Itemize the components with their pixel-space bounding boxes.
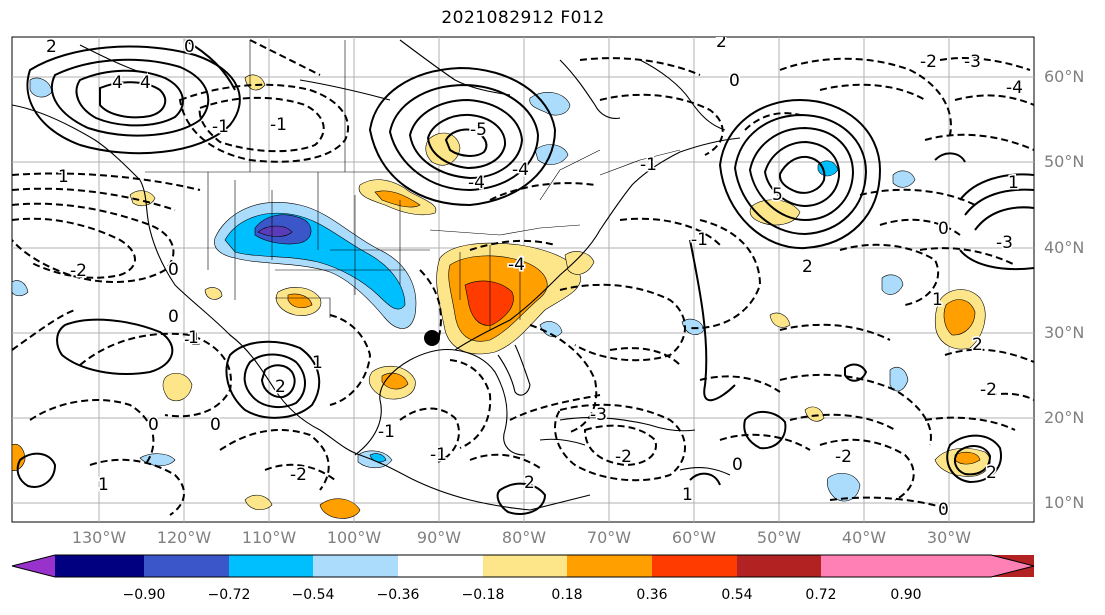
contour-label: 2 (46, 37, 57, 57)
lon-label-110w: 110°W (241, 528, 297, 547)
contour-label: 0 (938, 500, 949, 520)
lon-label-120w: 120°W (156, 528, 212, 547)
contour-label: -4 (512, 160, 529, 180)
contour-label: -2 (835, 447, 852, 467)
contour-label: 2 (802, 257, 813, 277)
colorbar-overflow-triangle (906, 555, 1034, 577)
contour-label: -4 (1006, 78, 1023, 98)
contour-label: -1 (212, 117, 229, 137)
lon-label-130w: 130°W (71, 528, 127, 547)
contour-label: -3 (964, 52, 981, 72)
contour-label: -2 (615, 447, 632, 467)
storm-center-marker (424, 330, 440, 346)
contour-label: 0 (729, 71, 740, 91)
contour-label: 4 (112, 73, 123, 93)
contour-label: 0 (148, 415, 159, 435)
contour-label: 1 (1008, 173, 1019, 193)
lon-label-40w: 40°W (841, 528, 887, 547)
contour-label: -4 (508, 255, 525, 275)
colorbar-outline (11, 554, 1035, 578)
contour-label: -1 (184, 330, 201, 350)
contour-label: -2 (980, 380, 997, 400)
colorbar-segment (821, 555, 906, 577)
map-title: 2021082912 F012 (441, 8, 605, 28)
colorbar-segment (144, 555, 229, 577)
contour-label: 1 (188, 328, 199, 348)
colorbar-segment (229, 555, 313, 577)
lon-label-90w: 90°W (416, 528, 462, 547)
contour-label: 4 (140, 73, 151, 93)
colorbar-tick-label: 0.54 (721, 587, 753, 603)
colorbar-segment (483, 555, 567, 577)
colorbar-tick-label: −0.90 (122, 587, 166, 603)
contour-label: -1 (691, 230, 708, 250)
contour-label: -3 (996, 233, 1013, 253)
colorbar-tick-label: −0.72 (207, 587, 251, 603)
lon-label-100w: 100°W (326, 528, 382, 547)
colorbar-segment (567, 555, 652, 577)
solid-contours (16, 39, 1034, 515)
lat-label-10n: 10°N (1044, 493, 1085, 512)
contour-label: 5 (772, 185, 783, 205)
contour-label: 0 (938, 219, 949, 239)
lon-label-30w: 30°W (926, 528, 972, 547)
contour-label: -3 (590, 405, 607, 425)
lon-label-50w: 50°W (756, 528, 802, 547)
lon-label-80w: 80°W (501, 528, 547, 547)
contour-label: 1 (98, 475, 109, 495)
colorbar-segment (652, 555, 737, 577)
contour-label: 0 (168, 260, 179, 280)
dashed-contours (12, 39, 1034, 516)
contour-label: 0 (168, 307, 179, 327)
contour-label: 0 (210, 415, 221, 435)
colorbar-tick-label: −0.54 (291, 587, 335, 603)
lat-label-60n: 60°N (1044, 67, 1085, 86)
contour-label: -1 (378, 422, 395, 442)
colorbar-underflow-triangle (12, 555, 55, 577)
colorbar-segment (55, 555, 144, 577)
lat-label-40n: 40°N (1044, 238, 1085, 257)
lon-label-60w: 60°W (671, 528, 717, 547)
contour-label: -1 (270, 115, 287, 135)
contour-label: 2 (986, 463, 997, 483)
contour-label: 2 (972, 335, 983, 355)
contour-label: -2 (290, 465, 307, 485)
colorbar-segment (398, 555, 483, 577)
contour-label: -1 (640, 155, 657, 175)
contour-label: 0 (732, 455, 743, 475)
colorbar-tick-label: 0.36 (636, 587, 668, 603)
contour-label: 0 (184, 37, 195, 57)
contour-label: 1 (312, 353, 323, 373)
contour-label: 1 (932, 290, 943, 310)
contour-label: -2 (70, 261, 87, 281)
lat-label-50n: 50°N (1044, 152, 1085, 171)
contour-label: -1 (430, 445, 447, 465)
lon-label-70w: 70°W (586, 528, 632, 547)
contour-label: 2 (275, 377, 286, 397)
contour-label-layer: 2 0 -4 -3 -2 -1 0 2 -1 -4 -1 -2 0 -3 -4 … (45, 32, 1025, 522)
colorbar-tick-label: 0.90 (890, 587, 922, 603)
contour-label: 1 (682, 485, 693, 505)
colorbar-tick-label: 0.18 (551, 587, 583, 603)
contour-label: 2 (524, 473, 535, 493)
contour-label: -4 (468, 173, 485, 193)
contour-label: -5 (470, 120, 487, 140)
map-content: 2 0 -4 -3 -2 -1 0 2 -1 -4 -1 -2 0 -3 -4 … (12, 32, 1034, 522)
contour-label: -2 (920, 52, 937, 72)
contour-label: 1 (58, 167, 69, 187)
lat-label-30n: 30°N (1044, 323, 1085, 342)
colorbar-tick-label: −0.36 (376, 587, 420, 603)
colorbar-tick-label: 0.72 (805, 587, 837, 603)
colorbar (11, 554, 1035, 578)
shaded-anomalies (12, 74, 991, 519)
colorbar-segment (737, 555, 821, 577)
lat-label-20n: 20°N (1044, 408, 1085, 427)
colorbar-segment (313, 555, 398, 577)
colorbar-tick-label: −0.18 (461, 587, 505, 603)
contour-label: 2 (716, 32, 727, 52)
